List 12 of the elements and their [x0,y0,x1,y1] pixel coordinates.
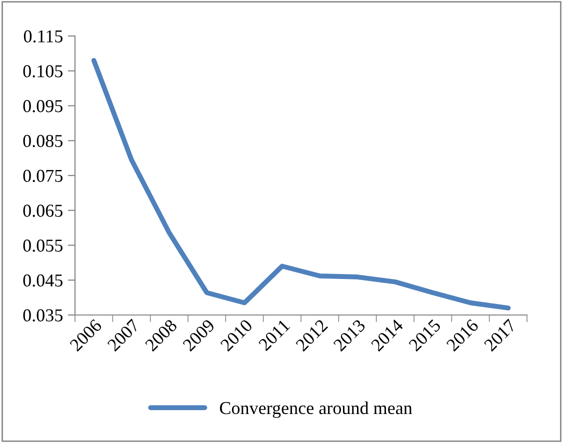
line-series [91,58,511,310]
x-tick-label: 2011 [258,318,290,352]
y-tick-label: 0.055 [23,240,62,252]
y-tick-label: 0.035 [23,309,62,322]
y-tick-label: 0.065 [23,204,62,217]
y-tick-label: 0.045 [23,274,62,287]
y-tick-label: 0.085 [23,134,62,148]
y-tick-label: 0.105 [23,65,62,78]
legend-label: Convergence around mean [220,401,412,418]
y-tick-label: 0.095 [23,100,62,112]
y-tick-label: 0.075 [23,170,62,182]
y-tick-label: 0.115 [24,30,62,43]
